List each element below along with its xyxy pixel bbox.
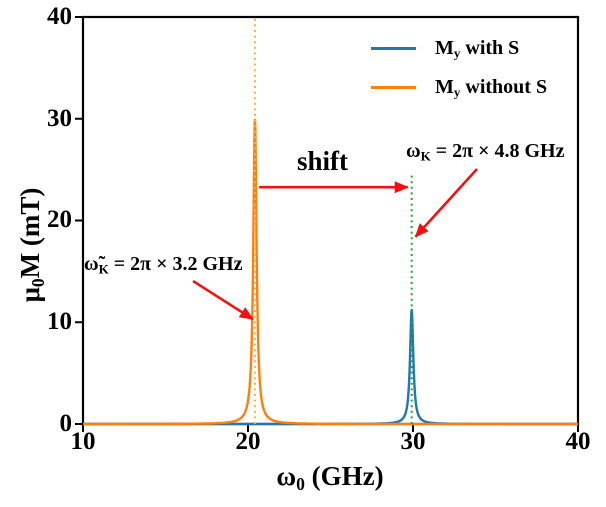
- omega-k-annotation: ωK = 2π × 4.8 GHz: [406, 140, 565, 164]
- x-axis-label-subscript: 0: [296, 473, 305, 494]
- y-tick-label-20: 20: [47, 206, 72, 233]
- legend-line-sample-orange: [371, 85, 416, 89]
- y-axis-label-rest: M (mT): [15, 187, 45, 279]
- x-tick-label-30: 30: [400, 428, 426, 455]
- y-tick-label-40: 40: [47, 3, 72, 30]
- shift-annotation: shift: [297, 146, 349, 176]
- y-tick-label-10: 10: [47, 308, 72, 335]
- x-tick-label-10: 10: [70, 428, 96, 455]
- legend-item-without-s: My without S: [371, 74, 547, 100]
- x-tick-label-40: 40: [565, 428, 591, 455]
- series-curve-1: [82, 118, 579, 426]
- y-axis-label-symbol: μ: [15, 287, 45, 303]
- legend-item-with-s: My with S: [371, 35, 547, 61]
- x-axis-label: ω0 (GHz): [230, 461, 430, 494]
- y-axis-label: μ0M (mT): [14, 125, 48, 365]
- y-tick-label-0: 0: [59, 410, 73, 437]
- omega-k-arrow: [414, 168, 478, 238]
- series-curve-0: [82, 308, 579, 426]
- x-axis-label-symbol: ω: [276, 461, 297, 491]
- omega-k-tilde-annotation: ω̃K = 2π × 3.2 GHz: [84, 253, 243, 277]
- legend-line-sample-blue: [371, 46, 416, 50]
- x-tick-label-20: 20: [235, 428, 261, 455]
- legend-label-with-s: My with S: [435, 36, 520, 61]
- y-axis-label-subscript: 0: [27, 278, 48, 288]
- omega-k-tilde-arrow: [192, 279, 254, 321]
- x-axis-label-rest: (GHz): [304, 461, 384, 491]
- legend: My with S My without S: [371, 35, 547, 100]
- y-tick-label-30: 30: [47, 105, 72, 132]
- legend-label-without-s: My without S: [435, 75, 548, 100]
